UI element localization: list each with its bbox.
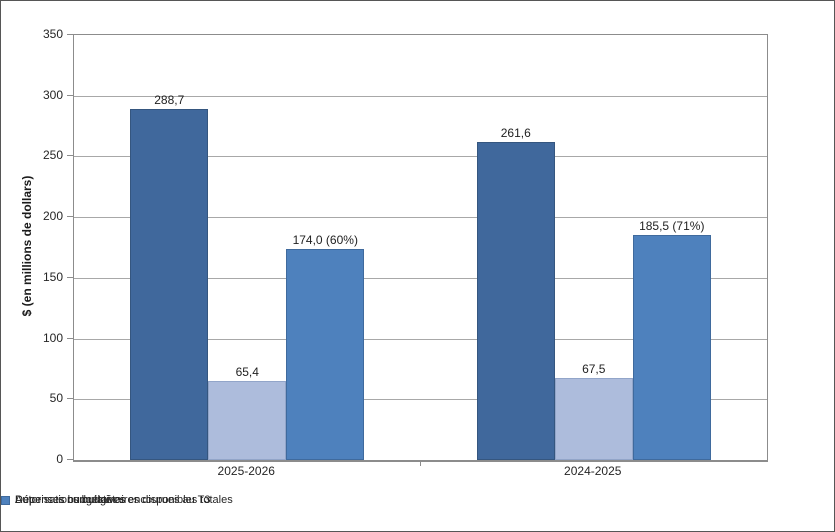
x-axis-labels: 2025-2026 2024-2025 — [73, 464, 766, 478]
gridline — [74, 277, 767, 279]
legend-label: Autorisations budgétaires disponibles to… — [15, 494, 233, 506]
y-tick-label: 350 — [42, 27, 63, 41]
y-tick-label: 100 — [42, 330, 63, 345]
bar — [632, 234, 711, 460]
y-tick-mark — [67, 34, 73, 35]
gridline — [74, 338, 767, 340]
bar-value-label: 174,0 (60%) — [292, 232, 358, 247]
y-axis-title: $ (en millions de dollars) — [20, 175, 34, 317]
plot-area: 288,7 65,4 174,0 (60%) 261,6 67,5 185,5 (71%) — [73, 34, 768, 462]
bar-value-label: 261,6 — [500, 126, 531, 141]
legend-swatch-icon — [1, 495, 10, 505]
y-tick-mark — [67, 398, 73, 400]
gridline — [74, 399, 767, 401]
y-tick-label: 0 — [56, 452, 63, 466]
legend-entry: Dépenses cumulatives — [1, 494, 126, 506]
gridline — [74, 217, 767, 219]
y-tick-mark — [67, 94, 73, 96]
y-tick-mark — [67, 459, 73, 460]
y-tick-label: 50 — [49, 391, 63, 406]
bar — [208, 380, 287, 460]
y-tick-mark — [67, 337, 73, 339]
y-tick-label: 250 — [42, 148, 63, 163]
bar — [476, 142, 555, 460]
bar — [554, 378, 633, 460]
bar — [130, 109, 209, 460]
y-tick-label: 150 — [42, 269, 63, 284]
y-tick-mark — [67, 216, 73, 218]
legend-label: Dépenses cumulatives — [15, 494, 126, 506]
y-tick-label: 300 — [42, 87, 63, 102]
x-category-label: 2024-2025 — [564, 464, 622, 478]
legend-label: Dépenses budgétaires encourues au T3 — [15, 494, 211, 506]
y-tick-label: 200 — [42, 209, 63, 224]
bar-value-label: 65,4 — [235, 364, 259, 379]
x-category-label: 2025-2026 — [217, 464, 275, 478]
bar-value-label: 67,5 — [582, 362, 606, 377]
bar — [286, 248, 365, 460]
bar-value-label: 288,7 — [154, 93, 185, 108]
bar-value-label: 185,5 (71%) — [639, 218, 705, 233]
y-tick-mark — [67, 155, 73, 157]
x-tick-mark — [419, 461, 421, 466]
gridline — [74, 95, 767, 97]
y-tick-mark — [67, 276, 73, 278]
gridline — [74, 156, 767, 158]
